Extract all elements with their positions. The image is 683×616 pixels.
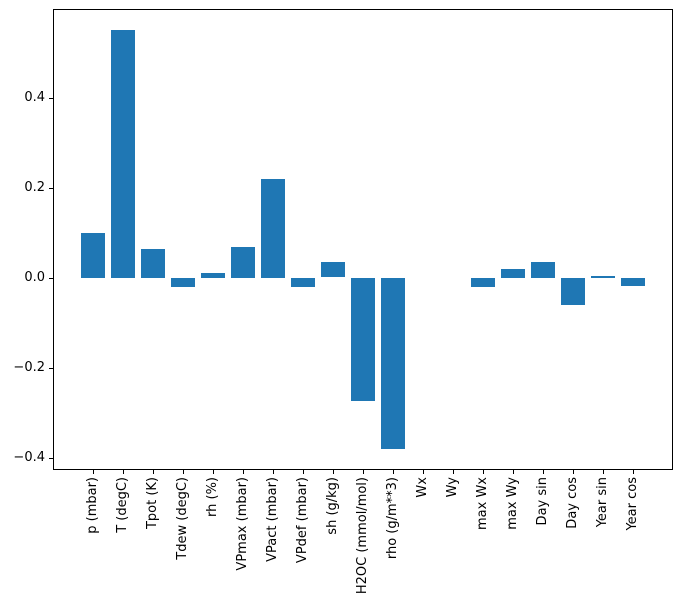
x-tick-mark	[453, 470, 454, 474]
x-tick-label: rh (%)	[205, 477, 220, 517]
x-tick-label: T (degC)	[115, 477, 130, 533]
x-tick-mark	[543, 470, 544, 474]
bar-vpdef-mbar	[291, 278, 315, 287]
x-tick-mark	[243, 470, 244, 474]
x-tick-mark	[513, 470, 514, 474]
x-tick-mark	[483, 470, 484, 474]
y-tick-label: 0.4	[24, 90, 45, 105]
bar-sh-g-kg	[321, 262, 345, 277]
x-tick-label: Wy	[445, 477, 460, 498]
x-tick-mark	[573, 470, 574, 474]
x-tick-mark	[423, 470, 424, 474]
y-tick-mark	[49, 278, 53, 279]
x-tick-mark	[333, 470, 334, 474]
x-tick-label: Year sin	[595, 477, 610, 528]
x-tick-label: sh (g/kg)	[325, 477, 340, 535]
x-tick-mark	[93, 470, 94, 474]
y-tick-mark	[49, 188, 53, 189]
x-tick-label: rho (g/m**3)	[385, 477, 400, 560]
x-tick-label: Wx	[415, 477, 430, 498]
bar-max-wy	[501, 269, 525, 278]
bar-rho-g-m-3	[381, 278, 405, 449]
x-tick-mark	[123, 470, 124, 474]
bar-vpact-mbar	[261, 179, 285, 278]
x-tick-label: Year cos	[625, 477, 640, 531]
bar-year-cos	[621, 278, 645, 286]
x-tick-label: Tdew (degC)	[175, 477, 190, 560]
bar-p-mbar	[81, 233, 105, 278]
x-tick-mark	[393, 470, 394, 474]
y-tick-mark	[49, 98, 53, 99]
bar-max-wx	[471, 278, 495, 287]
x-tick-mark	[183, 470, 184, 474]
bar-h2oc-mmol-mol	[351, 278, 375, 401]
x-tick-mark	[633, 470, 634, 474]
bar-rh	[201, 273, 225, 278]
x-tick-label: max Wy	[505, 477, 520, 530]
x-tick-mark	[303, 470, 304, 474]
x-tick-label: Tpot (K)	[145, 477, 160, 530]
y-tick-label: −0.4	[13, 450, 45, 465]
y-tick-mark	[49, 458, 53, 459]
x-tick-mark	[213, 470, 214, 474]
y-tick-mark	[49, 368, 53, 369]
x-tick-label: VPdef (mbar)	[295, 477, 310, 564]
x-tick-label: VPact (mbar)	[265, 477, 280, 562]
bar-vpmax-mbar	[231, 247, 255, 278]
y-tick-label: 0.0	[24, 270, 45, 285]
x-tick-label: p (mbar)	[85, 477, 100, 534]
x-tick-mark	[603, 470, 604, 474]
bar-t-degc	[111, 30, 135, 278]
bar-tpot-k	[141, 249, 165, 278]
y-tick-label: 0.2	[24, 180, 45, 195]
x-tick-label: VPmax (mbar)	[235, 477, 250, 571]
x-tick-label: max Wx	[475, 477, 490, 531]
bar-day-cos	[561, 278, 585, 305]
x-tick-label: H2OC (mmol/mol)	[355, 477, 370, 595]
x-tick-mark	[153, 470, 154, 474]
x-tick-mark	[363, 470, 364, 474]
x-tick-mark	[273, 470, 274, 474]
x-tick-label: Day sin	[535, 477, 550, 526]
y-tick-label: −0.2	[13, 360, 45, 375]
bar-day-sin	[531, 262, 555, 278]
bar-year-sin	[591, 276, 615, 278]
bar-tdew-degc	[171, 278, 195, 287]
x-tick-label: Day cos	[565, 477, 580, 529]
